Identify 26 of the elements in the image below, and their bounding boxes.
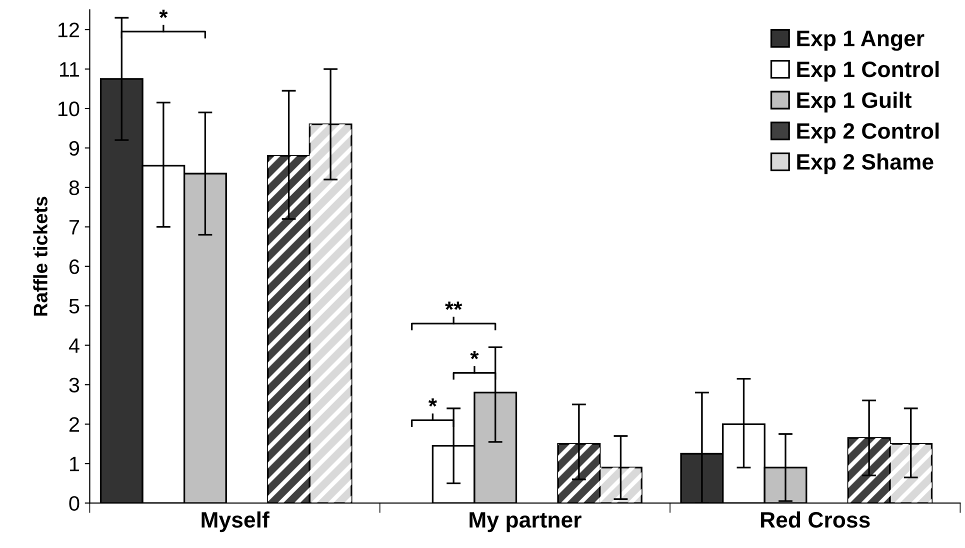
y-tick-label: 2 <box>69 417 79 432</box>
annotation: * <box>470 350 479 360</box>
y-tick-label: 9 <box>69 140 80 156</box>
y-tick-label: 7 <box>70 220 79 234</box>
y-tick-label: 4 <box>68 338 80 353</box>
annotation: * <box>159 10 168 18</box>
y-tick-label: 3 <box>69 378 80 392</box>
legend-label: Exp 2 Shame <box>797 153 934 174</box>
x-tick-label: Red Cross <box>761 511 870 528</box>
legend-label: Exp 1 Guilt <box>797 92 912 112</box>
y-tick-label: 0 <box>69 496 80 511</box>
y-tick-label: 6 <box>69 259 80 274</box>
y-tick-label: 12 <box>58 22 79 38</box>
y-tick-label: 10 <box>58 102 80 116</box>
legend-label: Exp 1 Anger <box>797 30 924 51</box>
legend-label: Exp 2 Control <box>797 122 939 144</box>
annotation: ** <box>445 302 462 310</box>
y-tick-label: 8 <box>69 180 80 196</box>
legend-label: Exp 1 Control <box>797 60 939 82</box>
y-tick-label: 5 <box>69 299 80 314</box>
x-tick-label: Myself <box>202 511 270 532</box>
y-axis-title: Raffle tickets <box>33 196 48 316</box>
y-tick-label: 1 <box>70 456 80 472</box>
x-tick-label: My partner <box>470 512 582 532</box>
annotation: * <box>428 398 437 407</box>
y-tick-label: 11 <box>60 62 80 77</box>
